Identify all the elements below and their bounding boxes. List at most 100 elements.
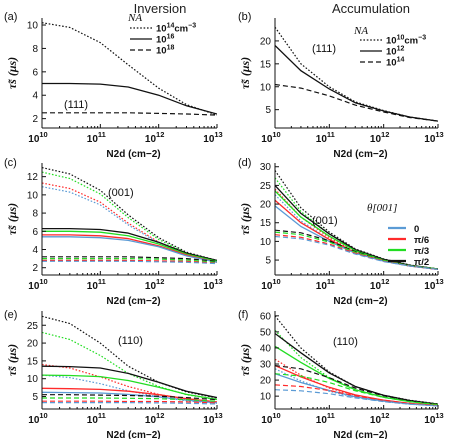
x-axis-label: N2d (cm−2) xyxy=(106,296,160,307)
series-group xyxy=(275,26,438,122)
y-tick-label: 15 xyxy=(260,59,272,70)
series-line-4 xyxy=(42,227,217,262)
panel-a: 1010 1011 1012 1013 2 4 6 8 10 τ̃s (μs) N2d (cm−2)… xyxy=(4,11,223,160)
x-tick-label: 1010 xyxy=(261,411,280,426)
panel-label: (c) xyxy=(4,157,17,169)
y-tick-label: 12 xyxy=(27,172,39,183)
y-tick-label: 60 xyxy=(260,311,272,322)
x-tick-label: 1010 xyxy=(28,411,47,426)
y-tick-label: 10 xyxy=(260,82,272,93)
column-title-accumulation: Accumulation xyxy=(332,1,410,16)
y-axis-label: τ̃s (μs) xyxy=(5,203,19,235)
y-tick-label: 15 xyxy=(27,356,39,367)
series-line-0 xyxy=(42,22,217,116)
y-tick-label: 50 xyxy=(260,327,272,338)
x-tick-label: 1011 xyxy=(316,277,335,292)
column-title-inversion: Inversion xyxy=(134,1,187,16)
x-tick-label: 1013 xyxy=(424,277,443,292)
x-tick-label: 1013 xyxy=(203,130,222,145)
series-line-1 xyxy=(275,45,438,122)
panel-d: 1010 1011 1012 1013 5 10 15 20 25 30 τ̃s (μs) N2d (… xyxy=(238,157,444,307)
y-tick-label: 30 xyxy=(260,162,272,173)
x-axis-label: N2d (cm−2) xyxy=(333,149,387,160)
legend-label: π/2 xyxy=(414,257,429,268)
series-line-2 xyxy=(275,83,438,122)
series-line-9 xyxy=(275,373,438,406)
series-line-8 xyxy=(275,365,438,405)
legend-label: 1012 xyxy=(386,46,404,58)
panel-label: (b) xyxy=(238,11,251,23)
y-axis-label: τ̃s (μs) xyxy=(5,57,19,89)
panel-annotation: (001) xyxy=(108,187,134,199)
y-axis-label: τ̃s (μs) xyxy=(238,203,252,235)
panel-annotation: (110) xyxy=(333,336,358,348)
series-line-7 xyxy=(42,236,217,263)
y-axis-label: τ̃s (μs) xyxy=(238,57,252,89)
legend-label: π/3 xyxy=(414,246,429,257)
series-line-0 xyxy=(42,315,217,399)
series-group xyxy=(42,167,217,265)
legend-label: 1018 xyxy=(156,45,174,57)
y-tick-label: 8 xyxy=(32,44,38,55)
x-tick-label: 1012 xyxy=(370,130,389,145)
series-line-8 xyxy=(42,256,217,262)
y-tick-label: 20 xyxy=(27,339,39,350)
x-tick-label: 1011 xyxy=(87,411,106,426)
series-line-2 xyxy=(42,112,217,116)
x-tick-label: 1013 xyxy=(424,411,443,426)
y-tick-label: 2 xyxy=(32,263,38,274)
series-group xyxy=(42,315,217,405)
series-line-2 xyxy=(42,363,217,404)
x-tick-label: 1013 xyxy=(203,411,222,426)
y-tick-label: 6 xyxy=(32,67,38,78)
series-line-5 xyxy=(42,374,217,401)
x-tick-label: 1011 xyxy=(316,411,335,426)
x-axis-label: N2d (cm−2) xyxy=(333,430,387,439)
series-line-6 xyxy=(275,365,438,407)
x-axis-label: N2d (cm−2) xyxy=(106,430,160,439)
series-line-1 xyxy=(42,82,217,115)
y-tick-label: 5 xyxy=(265,256,271,267)
y-tick-label: 10 xyxy=(260,392,272,403)
y-tick-label: 5 xyxy=(265,105,271,116)
panel-label: (a) xyxy=(4,11,17,23)
panel-e: 1010 1011 1012 1013 5 10 15 20 25 τ̃s (μs) N2d (cm… xyxy=(4,309,223,439)
series-line-9 xyxy=(42,258,217,263)
panel-label: (d) xyxy=(238,157,251,169)
x-axis-label: N2d (cm−2) xyxy=(333,296,387,307)
series-line-5 xyxy=(42,230,217,262)
panel-annotation: (110) xyxy=(118,335,143,347)
x-axis-label: N2d (cm−2) xyxy=(106,149,160,160)
y-tick-label: 4 xyxy=(32,91,38,102)
series-line-3 xyxy=(42,186,217,263)
x-tick-label: 1011 xyxy=(87,130,106,145)
y-tick-label: 20 xyxy=(260,376,272,387)
series-line-0 xyxy=(42,167,217,261)
series-line-11 xyxy=(275,389,438,407)
x-tick-label: 1010 xyxy=(261,130,280,145)
series-line-11 xyxy=(275,235,438,270)
series-line-6 xyxy=(42,387,217,403)
legend-label: π/6 xyxy=(414,235,429,246)
series-line-9 xyxy=(42,397,217,402)
y-tick-label: 10 xyxy=(27,21,39,32)
x-tick-label: 1010 xyxy=(28,277,47,292)
series-group xyxy=(275,315,438,407)
y-tick-label: 5 xyxy=(32,392,38,403)
series-line-11 xyxy=(42,402,217,405)
series-line-1 xyxy=(42,171,217,262)
legend-label: 1014cm−3 xyxy=(156,23,196,35)
y-tick-label: 20 xyxy=(260,36,272,47)
series-line-10 xyxy=(42,400,217,404)
y-tick-label: 25 xyxy=(260,181,272,192)
y-tick-label: 30 xyxy=(260,360,272,371)
y-tick-label: 10 xyxy=(27,190,39,201)
legend-title: NA xyxy=(127,12,142,24)
legend-label: 0 xyxy=(414,224,419,235)
x-tick-label: 1011 xyxy=(316,130,335,145)
x-tick-label: 1012 xyxy=(145,130,164,145)
